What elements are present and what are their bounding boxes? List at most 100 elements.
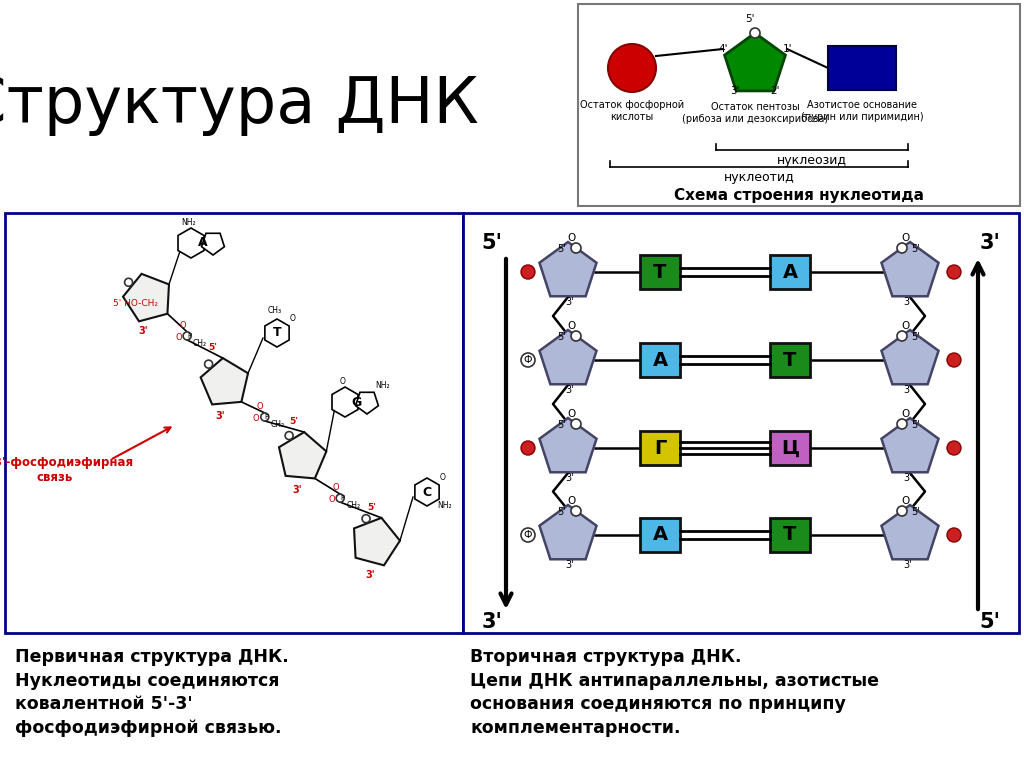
FancyBboxPatch shape (640, 343, 680, 377)
Text: 1': 1' (783, 44, 793, 54)
Text: 3': 3' (292, 485, 302, 495)
Text: O: O (179, 321, 185, 330)
Text: O: O (902, 233, 910, 243)
Text: O: O (568, 233, 577, 243)
FancyBboxPatch shape (640, 518, 680, 552)
Text: Т: Т (783, 525, 797, 545)
Text: A: A (199, 236, 208, 249)
Polygon shape (201, 358, 248, 404)
Polygon shape (540, 242, 597, 296)
Text: O: O (340, 377, 346, 386)
Circle shape (750, 28, 760, 38)
Text: нуклеотид: нуклеотид (724, 171, 795, 184)
Polygon shape (279, 432, 327, 479)
Polygon shape (882, 242, 939, 296)
Text: 5': 5' (911, 507, 921, 517)
Polygon shape (355, 392, 379, 414)
Text: 3': 3' (565, 473, 574, 483)
FancyBboxPatch shape (640, 255, 680, 289)
Text: Ф: Ф (523, 530, 532, 540)
Text: Структура ДНК: Структура ДНК (0, 74, 478, 136)
Text: Вторичная структура ДНК.
Цепи ДНК антипараллельны, азотистые
основания соединяют: Вторичная структура ДНК. Цепи ДНК антипа… (470, 648, 879, 737)
Text: Остаток пентозы
(рибоза или дезоксирибоза): Остаток пентозы (рибоза или дезоксирибоз… (682, 102, 828, 123)
Circle shape (521, 441, 535, 455)
Circle shape (571, 331, 581, 341)
Circle shape (897, 331, 907, 341)
Text: 2': 2' (770, 86, 779, 96)
FancyBboxPatch shape (770, 343, 810, 377)
Text: 3': 3' (565, 560, 574, 570)
Text: 3': 3' (904, 297, 912, 307)
Circle shape (205, 360, 213, 368)
Text: 3': 3' (366, 570, 375, 580)
Text: 3': 3' (904, 473, 912, 483)
Text: NH₂: NH₂ (181, 218, 197, 227)
Text: O: O (902, 409, 910, 419)
Circle shape (285, 432, 293, 439)
Polygon shape (540, 330, 597, 384)
Circle shape (897, 243, 907, 253)
FancyBboxPatch shape (770, 431, 810, 465)
Text: CH₂: CH₂ (346, 501, 360, 510)
Text: O: O (257, 402, 263, 411)
Text: NH₂: NH₂ (375, 381, 389, 390)
Circle shape (521, 353, 535, 367)
Text: А: А (782, 262, 798, 281)
Text: G: G (352, 396, 362, 409)
Text: 5': 5' (481, 233, 503, 253)
Text: NH₂: NH₂ (437, 501, 452, 510)
Text: O: O (568, 321, 577, 331)
FancyBboxPatch shape (640, 431, 680, 465)
Text: T: T (272, 327, 282, 340)
Polygon shape (882, 330, 939, 384)
Text: Азотистое основание
(пурин или пиримидин): Азотистое основание (пурин или пиримидин… (801, 100, 924, 122)
Text: O: O (902, 321, 910, 331)
Text: C: C (423, 486, 431, 499)
Circle shape (261, 413, 268, 421)
Text: 3': 3' (904, 385, 912, 395)
Circle shape (897, 506, 907, 516)
FancyBboxPatch shape (5, 213, 463, 633)
Text: 3': 3' (730, 86, 739, 96)
Text: O: O (568, 496, 577, 506)
Text: 5': 5' (911, 420, 921, 430)
Polygon shape (354, 518, 400, 565)
Text: 5': 5' (745, 14, 755, 24)
Circle shape (521, 265, 535, 279)
Text: O: O (328, 495, 335, 504)
FancyBboxPatch shape (463, 213, 1019, 633)
Circle shape (521, 528, 535, 542)
Polygon shape (725, 33, 785, 91)
Text: 5' HO-CH₂: 5' HO-CH₂ (113, 298, 158, 308)
Circle shape (947, 528, 961, 542)
Circle shape (571, 419, 581, 429)
Circle shape (571, 243, 581, 253)
Text: Схема строения нуклеотида: Схема строения нуклеотида (674, 188, 924, 203)
Polygon shape (540, 505, 597, 559)
Circle shape (183, 332, 191, 340)
Text: 3': 3' (215, 411, 225, 421)
Text: А: А (652, 525, 668, 545)
Text: 5'-3'-фосфодиэфирная
связь: 5'-3'-фосфодиэфирная связь (0, 456, 133, 484)
Text: 3': 3' (565, 297, 574, 307)
Polygon shape (415, 478, 439, 506)
Circle shape (947, 265, 961, 279)
Text: O: O (568, 409, 577, 419)
Text: O: O (253, 414, 259, 423)
Text: 3': 3' (904, 560, 912, 570)
Text: Ц: Ц (781, 439, 799, 457)
Text: 3': 3' (481, 612, 503, 632)
FancyBboxPatch shape (770, 518, 810, 552)
Text: O: O (332, 483, 339, 492)
Circle shape (947, 441, 961, 455)
Circle shape (571, 506, 581, 516)
Text: O: O (902, 496, 910, 506)
Text: CH₂: CH₂ (270, 420, 285, 429)
FancyBboxPatch shape (770, 255, 810, 289)
FancyBboxPatch shape (578, 4, 1020, 206)
Text: 5': 5' (290, 417, 299, 426)
Text: 5': 5' (558, 420, 566, 430)
Text: P: P (187, 333, 191, 339)
Text: 5': 5' (911, 244, 921, 254)
Polygon shape (882, 505, 939, 559)
